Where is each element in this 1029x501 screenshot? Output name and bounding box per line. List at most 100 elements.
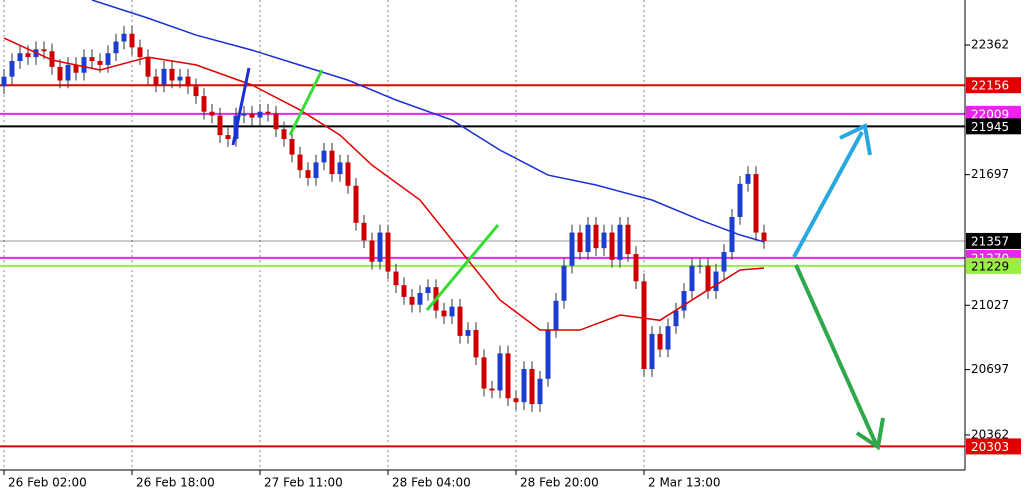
candle-body xyxy=(249,113,255,118)
candle-body xyxy=(105,53,111,65)
trend-line xyxy=(425,224,500,311)
candle-body xyxy=(473,330,479,358)
level-label: 21357 xyxy=(971,234,1009,248)
candle-body xyxy=(497,353,503,391)
candle-body xyxy=(417,292,423,305)
level-label-box xyxy=(966,438,1021,455)
candle-body xyxy=(121,33,127,42)
candle-body xyxy=(369,240,375,262)
candle-body xyxy=(9,61,15,77)
candle-body xyxy=(89,57,95,62)
level-label-box xyxy=(966,257,1021,274)
candle-body xyxy=(209,111,215,116)
plot-area xyxy=(0,0,965,470)
candle-body xyxy=(377,232,383,262)
candle-body xyxy=(521,369,527,403)
candle-body xyxy=(721,252,727,272)
level-label: 21945 xyxy=(971,120,1009,134)
candle-body xyxy=(609,232,615,260)
candle-body xyxy=(281,129,287,139)
arrow-down xyxy=(794,264,878,445)
candle-body xyxy=(361,222,367,241)
y-tick-label: 21697 xyxy=(971,167,1009,181)
y-tick-label: 22362 xyxy=(971,38,1009,52)
candle-body xyxy=(465,330,471,336)
candle-body xyxy=(305,170,311,178)
level-label-box xyxy=(966,118,1021,135)
candle-body xyxy=(49,51,55,67)
candle-body xyxy=(401,285,407,297)
candle-body xyxy=(25,53,31,58)
candle-body xyxy=(537,378,543,405)
candle-body xyxy=(657,333,663,350)
candle-body xyxy=(625,224,631,255)
candle-body xyxy=(489,388,495,391)
candle-body xyxy=(545,330,551,379)
candle-body xyxy=(529,369,535,405)
candle-body xyxy=(673,310,679,327)
moving-average xyxy=(91,0,765,243)
x-tick-label: 26 Feb 18:00 xyxy=(136,476,215,490)
candle-body xyxy=(513,398,519,403)
candle-body xyxy=(137,47,143,58)
candle-body xyxy=(713,271,719,292)
candle-body xyxy=(129,33,135,48)
level-label-box xyxy=(966,77,1021,94)
candle-body xyxy=(41,49,47,52)
level-label: 20303 xyxy=(971,440,1009,454)
y-tick-label: 20697 xyxy=(971,362,1009,376)
x-tick-label: 28 Feb 04:00 xyxy=(392,476,471,490)
x-tick-label: 26 Feb 02:00 xyxy=(8,476,87,490)
candle-body xyxy=(225,135,231,139)
candle-body xyxy=(569,232,575,266)
candle-body xyxy=(761,232,767,241)
candle-body xyxy=(745,174,751,184)
candle-body xyxy=(505,353,511,399)
candle-body xyxy=(193,86,199,97)
candle-body xyxy=(217,115,223,136)
candle-body xyxy=(185,76,191,87)
moving-average xyxy=(3,37,765,331)
candle-body xyxy=(65,64,71,81)
candle-body xyxy=(681,291,687,311)
annotations xyxy=(231,67,885,451)
candle-body xyxy=(337,162,343,175)
candle-body xyxy=(553,300,559,331)
candle-body xyxy=(81,57,87,73)
candle-body xyxy=(169,68,175,81)
arrow-down-head xyxy=(855,417,885,451)
trend-line xyxy=(288,69,324,136)
x-tick-label: 28 Feb 20:00 xyxy=(520,476,599,490)
candle-body xyxy=(385,232,391,272)
candle-body xyxy=(409,296,415,305)
candle-body xyxy=(593,224,599,249)
candle-body xyxy=(753,174,759,233)
candle-body xyxy=(649,333,655,370)
candle-body xyxy=(145,57,151,77)
candle-body xyxy=(425,287,431,293)
candle-body xyxy=(321,150,327,163)
level-label: 22009 xyxy=(971,107,1009,121)
candle-body xyxy=(633,254,639,282)
candle-body xyxy=(57,66,63,81)
arrow-up xyxy=(792,131,864,258)
level-label-box xyxy=(966,232,1021,249)
candle-body xyxy=(737,183,743,217)
candle-body xyxy=(353,185,359,223)
y-tick-label: 20362 xyxy=(971,427,1009,441)
candle-body xyxy=(73,64,79,73)
candle-body xyxy=(297,154,303,171)
candle-body xyxy=(313,162,319,178)
candle-body xyxy=(201,96,207,112)
candle-body xyxy=(617,224,623,260)
level-label: 21229 xyxy=(971,259,1009,273)
x-tick-label: 2 Mar 13:00 xyxy=(648,476,721,490)
candle-body xyxy=(393,271,399,286)
candle-body xyxy=(289,138,295,155)
candle-body xyxy=(697,265,703,267)
level-label-box xyxy=(966,105,1021,122)
candle-body xyxy=(441,310,447,317)
